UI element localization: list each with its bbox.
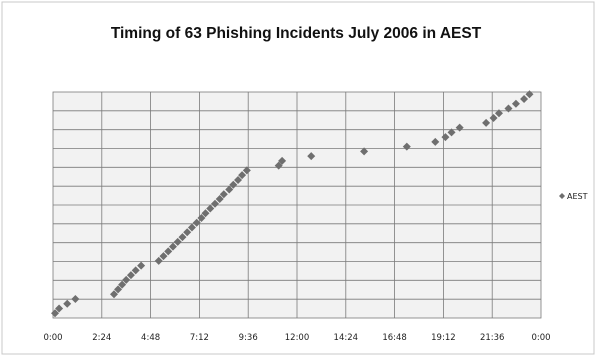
data-point bbox=[159, 252, 168, 261]
x-tick-label: 7:12 bbox=[190, 333, 209, 343]
data-point bbox=[187, 223, 196, 232]
legend-label: AEST bbox=[567, 192, 588, 201]
data-point bbox=[242, 166, 251, 175]
data-point bbox=[118, 280, 127, 289]
data-point bbox=[164, 247, 173, 256]
x-tick-label: 9:36 bbox=[239, 333, 258, 343]
data-point bbox=[183, 228, 192, 237]
data-point bbox=[215, 194, 224, 203]
data-point bbox=[168, 242, 177, 251]
x-tick-label: 12:00 bbox=[285, 333, 310, 343]
legend-marker bbox=[559, 193, 565, 199]
data-point bbox=[525, 90, 534, 99]
data-point bbox=[137, 261, 146, 270]
x-tick-label: 16:48 bbox=[382, 333, 407, 343]
data-point bbox=[201, 209, 210, 218]
data-point bbox=[494, 109, 503, 118]
data-point bbox=[431, 137, 440, 146]
chart-title: Timing of 63 Phishing Incidents July 200… bbox=[111, 25, 482, 42]
data-point bbox=[126, 271, 135, 280]
x-tick-label: 14:24 bbox=[334, 333, 359, 343]
data-point bbox=[489, 114, 498, 123]
data-point bbox=[274, 161, 283, 170]
x-tick-label: 0:00 bbox=[531, 333, 550, 343]
data-point bbox=[210, 199, 219, 208]
data-point bbox=[520, 95, 529, 104]
data-point bbox=[63, 299, 72, 308]
data-point bbox=[307, 152, 316, 161]
x-axis-ticks: 0:00 2:24 4:48 7:12 9:36 12:00 14:24 16:48 19:12… bbox=[43, 333, 550, 343]
data-points bbox=[51, 90, 534, 318]
data-point bbox=[122, 275, 131, 284]
data-point bbox=[225, 185, 234, 194]
data-point bbox=[482, 118, 491, 127]
x-tick-label: 4:48 bbox=[141, 333, 160, 343]
data-point bbox=[402, 142, 411, 151]
data-point bbox=[447, 128, 456, 137]
data-point bbox=[206, 204, 215, 213]
data-point bbox=[234, 175, 243, 184]
data-point bbox=[110, 290, 118, 299]
data-point bbox=[51, 309, 60, 318]
data-point bbox=[154, 256, 163, 265]
data-point bbox=[360, 147, 369, 156]
data-point bbox=[219, 190, 228, 199]
data-point bbox=[71, 294, 80, 303]
data-point bbox=[238, 171, 247, 180]
data-point bbox=[131, 266, 140, 275]
data-point bbox=[441, 133, 450, 142]
data-point bbox=[278, 156, 287, 165]
x-tick-label: 19:12 bbox=[431, 333, 456, 343]
x-tick-label: 2:24 bbox=[92, 333, 111, 343]
legend: AEST bbox=[559, 192, 588, 201]
data-point bbox=[114, 285, 123, 294]
data-point bbox=[504, 104, 513, 113]
data-point bbox=[192, 218, 201, 227]
x-tick-label: 0:00 bbox=[43, 333, 62, 343]
data-point bbox=[455, 123, 464, 132]
data-point bbox=[55, 304, 64, 313]
data-point bbox=[197, 214, 206, 223]
data-point bbox=[173, 237, 182, 246]
data-point bbox=[511, 99, 520, 108]
x-tick-label: 21:36 bbox=[480, 333, 505, 343]
data-point bbox=[178, 233, 187, 242]
data-point bbox=[229, 180, 238, 189]
